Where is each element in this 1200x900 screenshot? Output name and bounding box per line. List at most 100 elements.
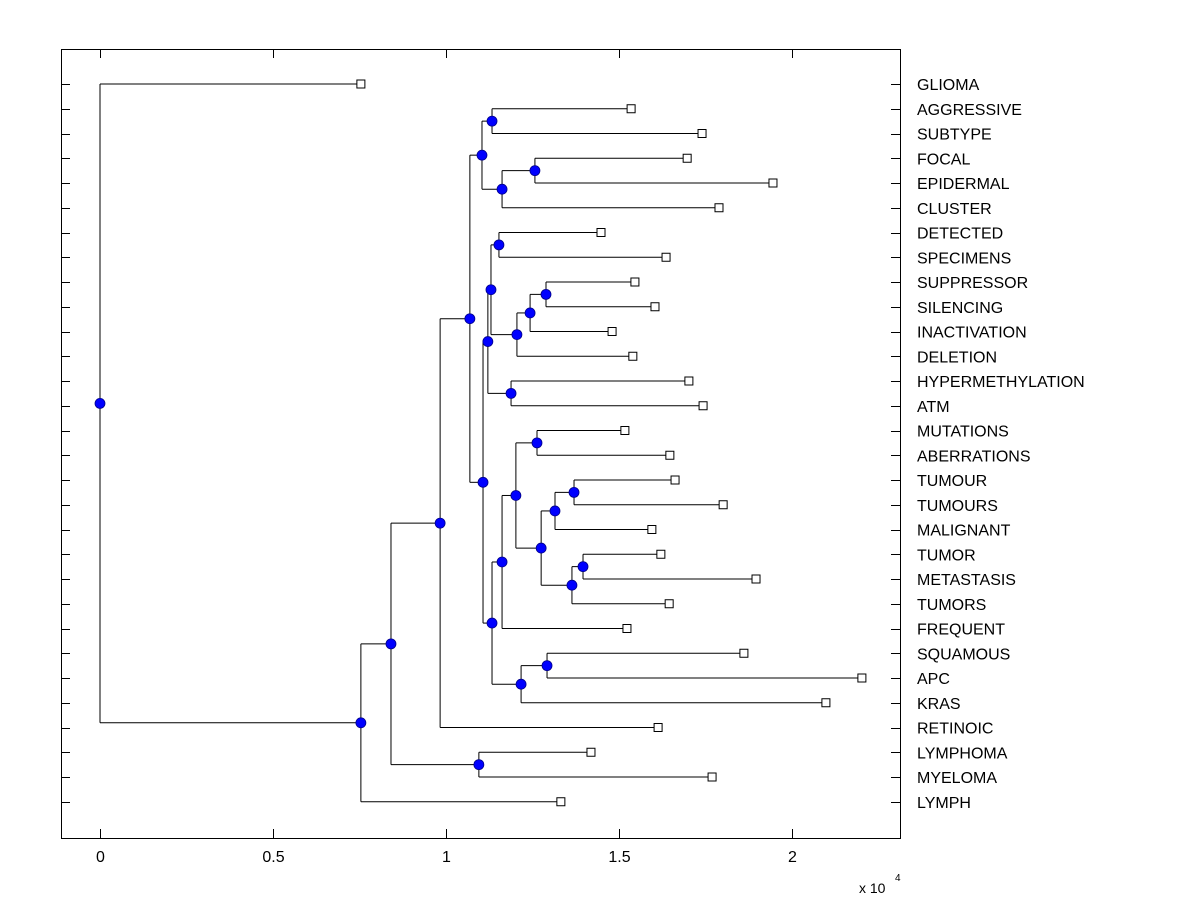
leaf-label: CLUSTER xyxy=(917,201,992,218)
leaf-label: SQUAMOUS xyxy=(917,646,1010,663)
leaf-label: MYELOMA xyxy=(917,770,997,787)
dendrogram-markers xyxy=(94,79,867,807)
leaf-label: SPECIMENS xyxy=(917,250,1011,267)
leaf-label: TUMORS xyxy=(917,597,986,614)
x-tick-label: 0.5 xyxy=(262,849,284,866)
leaf-label: ABERRATIONS xyxy=(917,448,1031,465)
leaf-marker xyxy=(656,549,666,559)
node-marker xyxy=(464,313,476,325)
node-marker xyxy=(485,284,497,296)
node-marker xyxy=(486,115,498,127)
leaf-marker xyxy=(821,698,831,708)
leaf-marker xyxy=(665,450,675,460)
node-marker xyxy=(476,149,488,161)
leaf-marker xyxy=(714,203,724,213)
node-marker xyxy=(505,387,517,399)
node-marker xyxy=(511,329,523,340)
leaf-label: DELETION xyxy=(917,349,997,366)
leaf-marker xyxy=(596,228,606,237)
node-marker xyxy=(385,638,397,650)
leaf-marker xyxy=(768,178,778,188)
leaf-marker xyxy=(628,351,638,361)
leaf-marker xyxy=(857,673,867,683)
leaf-label: SUPPRESSOR xyxy=(917,275,1028,292)
x-multiplier-exponent: 4 xyxy=(895,873,901,884)
leaf-marker xyxy=(697,129,707,138)
leaf-label: HYPERMETHYLATION xyxy=(917,374,1085,391)
node-marker xyxy=(486,617,498,629)
leaf-labels: GLIOMA AGGRESSIVE SUBTYPE FOCAL EPIDERMAL CLU… xyxy=(917,77,1085,812)
node-marker xyxy=(493,239,505,251)
x-tick-labels: 0 0.5 1 1.5 2 xyxy=(96,849,797,866)
node-marker xyxy=(515,678,527,690)
leaf-marker xyxy=(718,500,728,510)
node-marker xyxy=(568,486,580,498)
leaf-marker xyxy=(626,104,636,114)
node-marker xyxy=(496,556,508,568)
node-marker xyxy=(496,183,508,195)
leaf-label: MUTATIONS xyxy=(917,424,1009,441)
leaf-marker xyxy=(684,376,694,386)
axis-ticks xyxy=(61,49,900,838)
node-marker xyxy=(477,476,489,488)
x-tick-label: 0 xyxy=(96,849,105,866)
leaf-label: SILENCING xyxy=(917,300,1003,317)
leaf-marker xyxy=(650,302,660,312)
leaf-marker xyxy=(670,475,680,485)
node-marker xyxy=(94,398,106,409)
leaf-label: AGGRESSIVE xyxy=(917,102,1022,119)
leaf-label: TUMOURS xyxy=(917,498,998,515)
leaf-marker xyxy=(664,599,674,609)
leaf-marker xyxy=(698,401,708,411)
node-marker xyxy=(473,759,485,771)
node-marker xyxy=(531,437,543,449)
leaf-marker xyxy=(586,747,596,757)
leaf-marker xyxy=(622,624,632,633)
leaf-label: FREQUENT xyxy=(917,622,1005,639)
node-marker xyxy=(577,561,589,573)
node-marker xyxy=(541,660,553,672)
node-marker xyxy=(482,336,494,347)
node-marker xyxy=(549,505,561,517)
leaf-label: MALIGNANT xyxy=(917,523,1011,540)
x-tick-label: 1 xyxy=(442,849,451,866)
leaf-marker xyxy=(630,277,640,287)
leaf-label: EPIDERMAL xyxy=(917,176,1010,193)
leaf-label: SUBTYPE xyxy=(917,127,992,144)
x-tick-label: 2 xyxy=(788,849,797,866)
leaf-label: LYMPHOMA xyxy=(917,745,1008,762)
plot-frame xyxy=(61,49,901,839)
node-marker xyxy=(566,579,578,591)
node-marker xyxy=(355,717,367,729)
leaf-label: INACTIVATION xyxy=(917,325,1027,342)
leaf-marker xyxy=(653,723,663,732)
leaf-label: KRAS xyxy=(917,696,961,713)
leaf-marker xyxy=(682,153,692,163)
leaf-label: TUMOR xyxy=(917,547,976,564)
leaf-marker xyxy=(647,525,657,534)
leaf-marker xyxy=(356,79,366,89)
leaf-marker xyxy=(661,252,671,262)
node-marker xyxy=(510,490,522,501)
leaf-label: APC xyxy=(917,671,950,688)
leaf-label: METASTASIS xyxy=(917,572,1016,589)
leaf-label: TUMOUR xyxy=(917,473,987,490)
leaf-marker xyxy=(739,648,749,658)
leaf-label: DETECTED xyxy=(917,226,1003,243)
leaf-label: FOCAL xyxy=(917,151,970,168)
leaf-label: LYMPH xyxy=(917,795,971,812)
leaf-label: RETINOIC xyxy=(917,721,993,738)
leaf-marker xyxy=(620,426,630,435)
x-tick-label: 1.5 xyxy=(608,849,630,866)
leaf-label: GLIOMA xyxy=(917,77,980,94)
x-multiplier-label: x 10 xyxy=(859,880,886,896)
node-marker xyxy=(434,517,446,529)
leaf-label: ATM xyxy=(917,399,950,416)
leaf-marker xyxy=(707,772,717,782)
leaf-marker xyxy=(607,327,617,336)
node-marker xyxy=(540,288,552,300)
leaf-marker xyxy=(556,797,566,807)
node-marker xyxy=(529,165,541,177)
node-marker xyxy=(524,307,536,319)
